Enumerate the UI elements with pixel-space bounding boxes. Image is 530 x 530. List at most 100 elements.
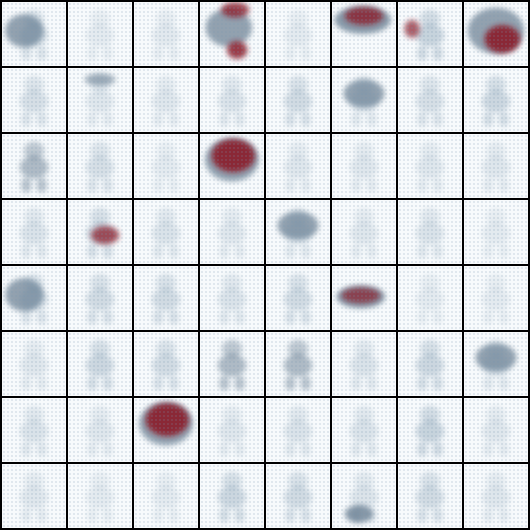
sample-image xyxy=(266,398,330,462)
sample-image xyxy=(200,134,264,198)
sample-image xyxy=(68,398,132,462)
sample-image xyxy=(134,266,198,330)
sample-tile xyxy=(266,200,330,264)
sample-tile xyxy=(200,2,264,66)
sample-image xyxy=(266,464,330,528)
sample-image xyxy=(332,464,396,528)
sample-tile xyxy=(266,266,330,330)
sample-tile xyxy=(464,266,528,330)
sample-tile xyxy=(68,398,132,462)
sample-image xyxy=(68,464,132,528)
sample-image xyxy=(398,200,462,264)
sample-image xyxy=(398,332,462,396)
sample-image xyxy=(266,2,330,66)
sample-tile xyxy=(332,332,396,396)
sample-tile xyxy=(68,2,132,66)
sample-tile xyxy=(200,200,264,264)
sample-image xyxy=(200,398,264,462)
sample-image xyxy=(200,2,264,66)
sample-image xyxy=(332,68,396,132)
sample-tile xyxy=(332,68,396,132)
sample-image xyxy=(398,398,462,462)
sample-tile xyxy=(200,134,264,198)
sample-tile xyxy=(200,398,264,462)
sample-tile xyxy=(134,464,198,528)
sample-image xyxy=(2,266,66,330)
sample-image xyxy=(464,200,528,264)
sample-tile xyxy=(68,464,132,528)
sample-tile xyxy=(200,68,264,132)
sample-tile xyxy=(2,464,66,528)
sample-image xyxy=(2,68,66,132)
sample-tile xyxy=(464,134,528,198)
sample-tile xyxy=(398,134,462,198)
sample-image xyxy=(332,332,396,396)
sample-tile xyxy=(266,2,330,66)
sample-image xyxy=(134,398,198,462)
sample-image xyxy=(68,200,132,264)
sample-image xyxy=(398,68,462,132)
sample-image xyxy=(464,464,528,528)
sample-tile xyxy=(68,200,132,264)
sample-image xyxy=(2,2,66,66)
sample-image xyxy=(200,464,264,528)
sample-image xyxy=(398,464,462,528)
sample-image xyxy=(200,332,264,396)
sample-image xyxy=(68,134,132,198)
sample-image xyxy=(2,134,66,198)
sample-tile xyxy=(200,332,264,396)
sample-image xyxy=(464,398,528,462)
sample-tile xyxy=(464,464,528,528)
sample-tile xyxy=(2,332,66,396)
sample-tile xyxy=(68,266,132,330)
sample-image xyxy=(68,2,132,66)
sample-tile xyxy=(200,266,264,330)
sample-tile xyxy=(134,68,198,132)
sample-image xyxy=(200,68,264,132)
sample-tile xyxy=(134,332,198,396)
sample-image xyxy=(266,200,330,264)
sample-tile xyxy=(464,68,528,132)
sample-tile xyxy=(2,200,66,264)
sample-image xyxy=(134,200,198,264)
sample-image xyxy=(2,332,66,396)
sample-image xyxy=(266,332,330,396)
sample-tile xyxy=(134,266,198,330)
sample-image xyxy=(134,134,198,198)
sample-tile xyxy=(398,398,462,462)
sample-tile xyxy=(332,200,396,264)
sample-image xyxy=(464,134,528,198)
sample-image xyxy=(332,398,396,462)
sample-tile xyxy=(464,332,528,396)
sample-tile xyxy=(398,2,462,66)
sample-image xyxy=(332,134,396,198)
sample-tile xyxy=(266,464,330,528)
sample-image xyxy=(134,2,198,66)
sample-tile xyxy=(68,68,132,132)
sample-tile xyxy=(398,68,462,132)
sample-image xyxy=(266,68,330,132)
sample-image xyxy=(266,266,330,330)
sample-image xyxy=(200,200,264,264)
sample-image xyxy=(266,134,330,198)
sample-image xyxy=(332,2,396,66)
sample-tile xyxy=(68,134,132,198)
sample-tile xyxy=(398,266,462,330)
sample-image xyxy=(464,68,528,132)
sample-image xyxy=(134,68,198,132)
sample-tile xyxy=(398,332,462,396)
sample-image xyxy=(464,332,528,396)
sample-tile xyxy=(2,134,66,198)
sample-image xyxy=(398,266,462,330)
sample-tile xyxy=(398,464,462,528)
sample-tile xyxy=(266,68,330,132)
sample-tile xyxy=(464,200,528,264)
sample-tile xyxy=(266,134,330,198)
sample-image xyxy=(68,266,132,330)
sample-image xyxy=(332,266,396,330)
sample-image xyxy=(2,398,66,462)
sample-tile xyxy=(2,398,66,462)
sample-tile xyxy=(266,332,330,396)
sample-tile xyxy=(266,398,330,462)
